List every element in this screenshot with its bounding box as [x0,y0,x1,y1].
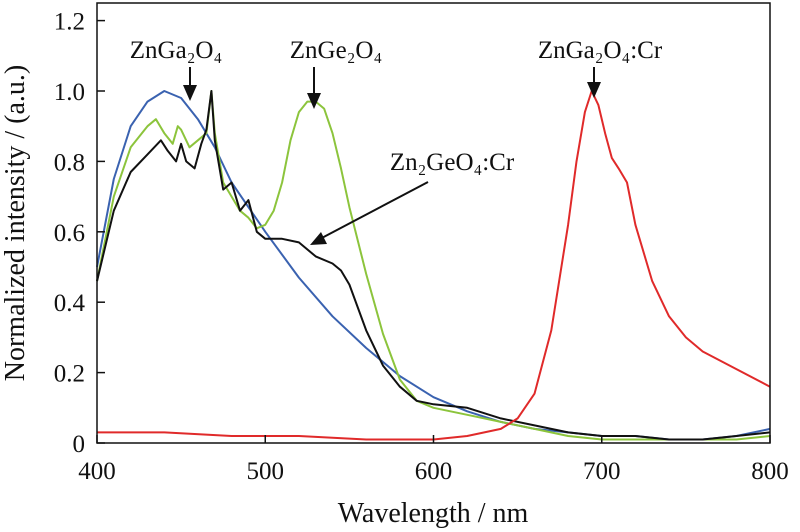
annotation-arrow-cr-doped-zinc-germanate [310,181,429,245]
y-tick-label-5: 1.0 [54,79,85,106]
y-tick-label-3: 0.6 [54,220,85,247]
y-tick-label-0: 0 [73,431,86,458]
x-tick-label-2: 600 [415,458,453,485]
x-tick-label-1: 500 [247,458,285,485]
y-tick-label-4: 0.8 [54,149,85,176]
y-tick-label-6: 1.2 [54,9,85,36]
annotation-arrow-zinc-gallate [183,67,197,101]
x-tick-label-3: 700 [583,458,621,485]
annotation-label-zinc-gallate: ZnGa₂O₄ [130,37,222,64]
axis-ticks: 400 500 600 700 800 0 0.2 0.4 0.6 0.8 1.0 1.2 [54,9,789,485]
series-line-1 [96,90,771,441]
annotation-label-cr-doped-zinc-gallate: ZnGa₂O₄:Cr [538,37,663,64]
x-axis-label: Wavelength / nm [338,498,529,529]
annotations: ZnGa₂O₄ ZnGe₂O₄ Zn₂GeO₄:Cr ZnGa₂O₄:Cr [130,37,663,245]
y-tick-label-2: 0.4 [54,290,86,317]
annotation-label-zinc-germanate: ZnGe₂O₄ [290,37,382,64]
annotation-arrow-zinc-germanate [307,67,321,109]
annotation-label-cr-doped-zinc-germanate: Zn₂GeO₄:Cr [390,149,515,176]
y-tick-label-1: 0.2 [54,361,85,388]
y-axis-label: Normalized intensity / (a.u.) [0,65,31,381]
annotation-arrow-cr-doped-zinc-gallate [587,67,601,98]
series-line-4 [97,90,771,441]
x-tick-label-0: 400 [78,458,116,485]
x-tick-label-4: 800 [751,458,789,485]
plot-lines [96,90,771,441]
series-line-3 [96,90,771,441]
plot-frame [96,2,771,444]
series-line-2 [96,90,771,441]
